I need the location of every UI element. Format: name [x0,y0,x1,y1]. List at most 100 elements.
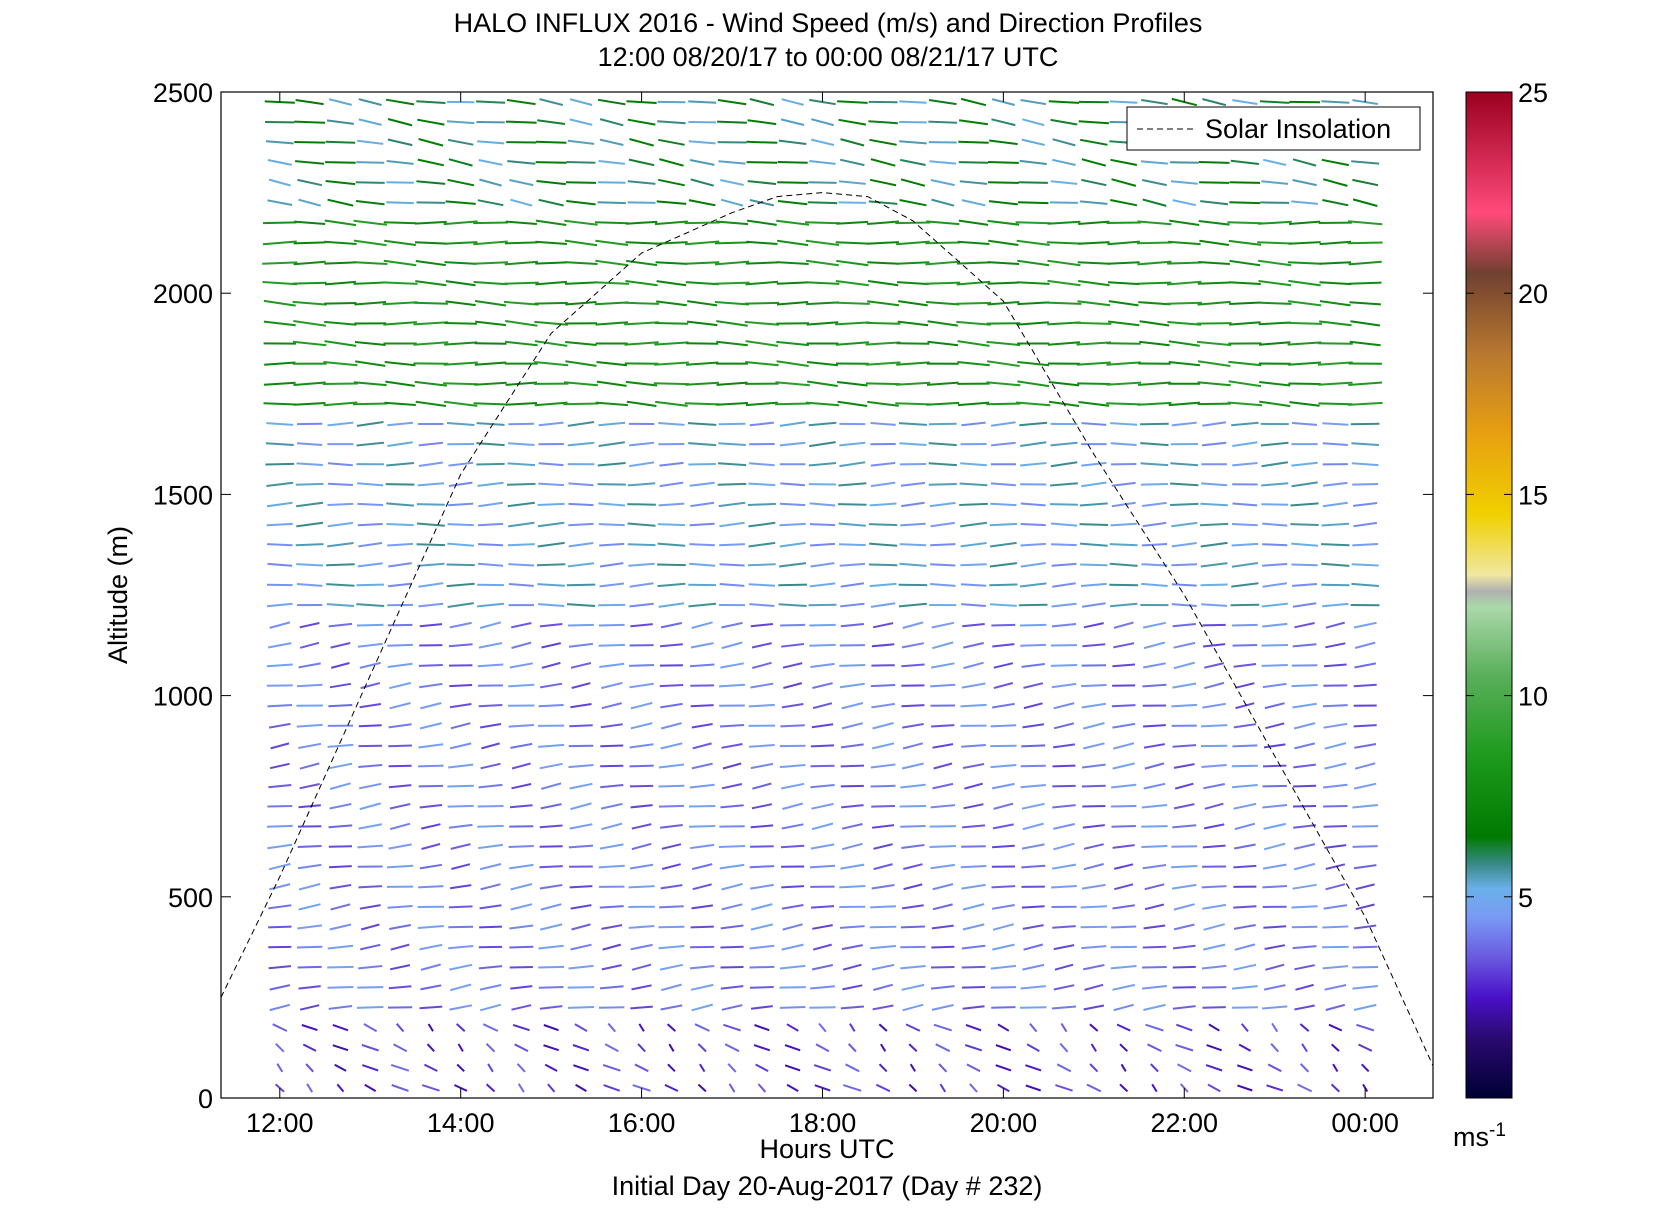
wind-vector [1015,221,1051,225]
wind-vector [1291,200,1318,205]
wind-vector [869,502,897,507]
wind-vector [265,140,294,145]
wind-vector [448,905,473,909]
wind-vector [1139,320,1170,327]
wind-vector [419,943,443,951]
wind-vector [384,239,417,246]
wind-vector [1259,381,1291,387]
wind-vector [1362,1083,1369,1093]
wind-vector [413,321,449,326]
wind-vector [1079,523,1109,526]
wind-vector [903,883,923,891]
wind-vector [1112,904,1135,910]
wind-vector [1266,1084,1284,1092]
wind-vector [629,764,654,768]
wind-vector [1050,522,1078,527]
wind-vector [812,924,833,930]
wind-vector [1261,180,1289,185]
wind-vector [840,863,865,870]
wind-vector [1110,783,1137,789]
wind-vector [840,582,865,588]
wind-vector [1051,543,1077,547]
wind-vector [925,281,961,285]
wind-vector [748,563,776,567]
wind-vector [479,178,502,187]
wind-vector [1351,160,1380,165]
wind-vector [427,1023,434,1032]
wind-vector [1200,724,1228,728]
wind-vector [418,764,444,768]
wind-vector [660,702,683,709]
wind-vector [1325,863,1346,870]
wind-vector [478,965,503,970]
wind-vector [1208,1023,1220,1032]
wind-vector [512,1023,530,1032]
wind-vector [325,140,356,144]
wind-vector [1022,118,1045,127]
wind-vector [867,400,899,407]
wind-vector [925,260,961,266]
wind-vector [262,261,298,265]
wind-vector [330,642,351,649]
wind-vector [898,422,927,426]
wind-vector [387,643,413,647]
wind-vector [1173,763,1195,769]
wind-vector [837,400,868,407]
wind-vector [298,742,322,749]
wind-vector [718,160,746,165]
wind-vector [1109,543,1138,547]
wind-vector [930,683,956,688]
wind-vector [840,138,865,147]
wind-vector [1112,983,1136,991]
wind-vector [932,641,954,650]
wind-vector [1106,381,1142,386]
wind-vector [1106,342,1141,345]
wind-vector [986,360,1020,367]
wind-vector [808,462,837,467]
wind-vector [688,825,716,828]
wind-vector [296,723,323,728]
wind-vector [658,422,685,426]
wind-vector [1262,563,1288,567]
wind-vector [297,178,323,187]
wind-vector [1051,863,1077,870]
wind-vector [836,220,869,225]
wind-vector [728,1083,736,1093]
wind-vector [1141,845,1168,848]
wind-vector [932,883,954,891]
wind-vector [684,402,720,406]
wind-vector [386,864,414,869]
wind-vector [598,421,626,427]
wind-vector [328,622,353,628]
wind-vector [1048,381,1080,387]
wind-vector [658,602,685,608]
wind-vector [1294,964,1315,971]
wind-vector [1297,1083,1313,1093]
wind-vector [510,622,532,629]
wind-vector [1229,321,1261,326]
wind-vector [629,743,654,749]
wind-vector [447,523,474,527]
wind-vector [929,825,956,828]
wind-vector [690,501,715,508]
wind-vector [1202,643,1226,648]
wind-vector [631,823,652,830]
wind-vector [1293,862,1316,871]
wind-vector [263,381,296,386]
wind-vector [1261,644,1289,647]
wind-vector [629,863,654,870]
wind-vector [781,703,804,709]
wind-vector [269,1003,291,1012]
wind-vector [926,301,960,306]
wind-vector [1321,158,1349,167]
wind-vector [873,983,894,991]
wind-vector [873,863,893,871]
wind-vector [1171,97,1198,107]
wind-vector [1352,825,1379,828]
wind-vector [986,340,1021,347]
wind-vector [543,1024,559,1032]
wind-vector [991,118,1016,127]
wind-vector [510,742,533,749]
wind-vector [1017,321,1049,326]
wind-vector [1240,1023,1249,1033]
